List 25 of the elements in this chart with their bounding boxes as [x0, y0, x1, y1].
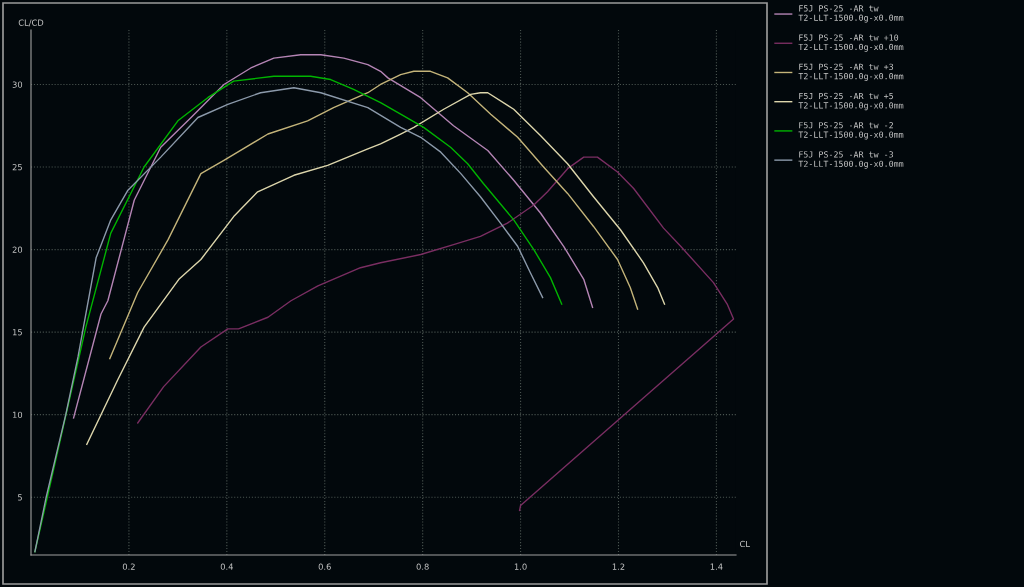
y-tick-label: 5	[18, 494, 22, 501]
legend-label: F5J PS-25 -AR tw +5 T2-LLT-1500.0g-x0.0mm	[798, 92, 904, 111]
legend-label: F5J PS-25 -AR tw T2-LLT-1500.0g-x0.0mm	[798, 5, 904, 23]
x-tick-label: 0.8	[416, 563, 429, 570]
x-tick-label: 0.2	[122, 563, 135, 570]
x-tick-label: 1.2	[612, 563, 625, 570]
line-series	[86, 92, 666, 446]
x-tick-label: 1.4	[710, 563, 723, 570]
legend-label: F5J PS-25 -AR tw -3 T2-LLT-1500.0g-x0.0mm	[798, 151, 904, 169]
x-axis-title: CL	[739, 540, 750, 548]
y-axis-title: CL/CD	[18, 19, 44, 27]
y-tick-label: 30	[12, 81, 23, 88]
line-series	[109, 70, 639, 360]
line-series	[137, 156, 735, 512]
x-tick-label: 0.4	[220, 563, 233, 570]
x-tick-label: 1.0	[514, 563, 527, 570]
legend-label: F5J PS-25 -AR tw +10 T2-LLT-1500.0g-x0.0mm	[798, 34, 904, 52]
line-series	[72, 54, 594, 419]
legend-label: F5J PS-25 -AR tw -2 T2-LLT-1500.0g-x0.0mm	[798, 122, 904, 140]
y-tick-label: 15	[12, 329, 22, 336]
y-tick-label: 10	[12, 411, 23, 418]
legend-label: F5J PS-25 -AR tw +3 T2-LLT-1500.0g-x0.0mm	[798, 63, 904, 81]
y-tick-label: 20	[12, 246, 23, 253]
x-tick-label: 0.6	[318, 563, 331, 570]
y-tick-label: 25	[12, 164, 22, 171]
